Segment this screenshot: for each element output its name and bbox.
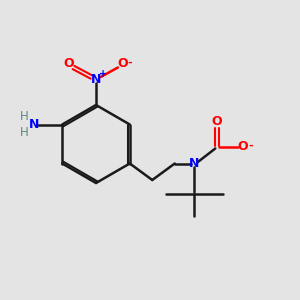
Text: O: O bbox=[212, 115, 222, 128]
Text: H: H bbox=[20, 126, 28, 140]
Text: H: H bbox=[20, 110, 28, 123]
Text: -: - bbox=[248, 140, 253, 151]
Text: N: N bbox=[189, 157, 200, 170]
Text: N: N bbox=[91, 73, 101, 86]
Text: N: N bbox=[28, 118, 39, 131]
Text: O: O bbox=[64, 57, 74, 70]
Text: O: O bbox=[237, 140, 248, 154]
Text: +: + bbox=[98, 69, 107, 79]
Text: O: O bbox=[117, 57, 128, 70]
Text: -: - bbox=[128, 57, 132, 68]
